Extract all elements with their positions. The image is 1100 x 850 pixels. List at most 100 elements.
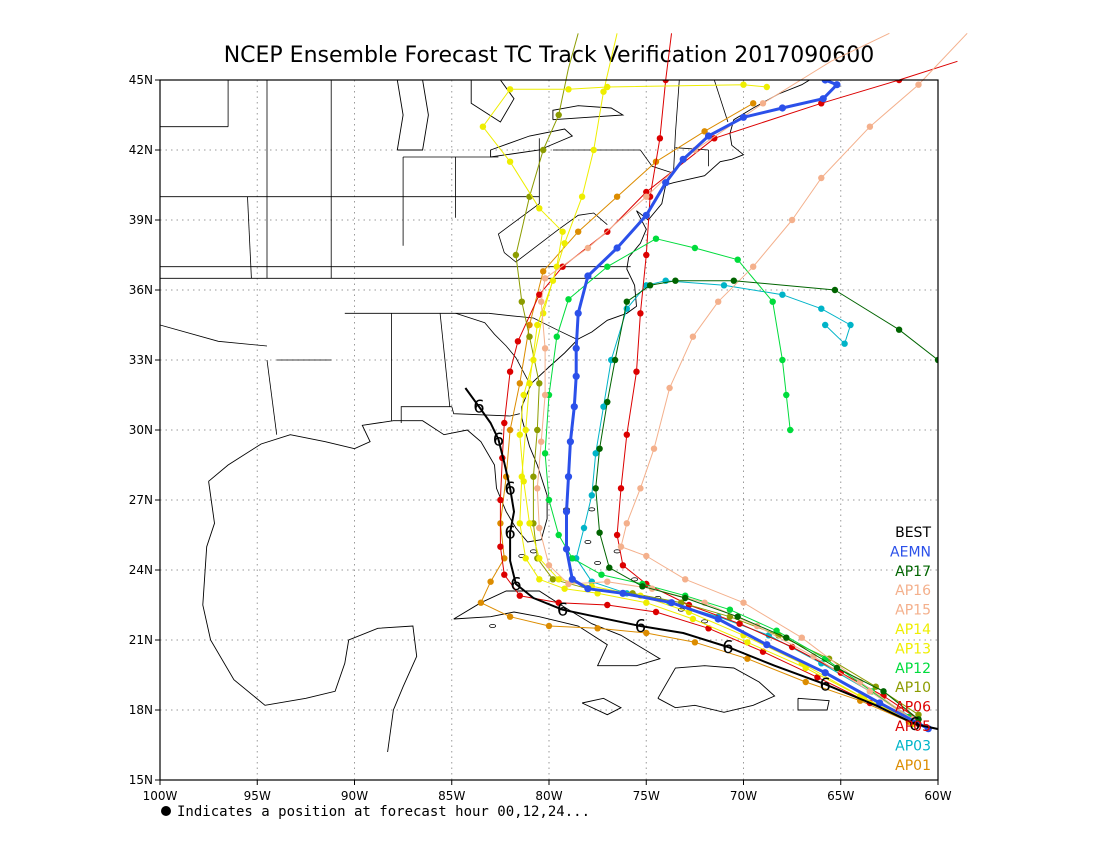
state-border <box>455 312 530 384</box>
track-position-dot <box>788 216 796 224</box>
track-line-ap17 <box>595 280 938 720</box>
lat-tick-label: 27N <box>129 493 153 507</box>
track-position-dot <box>614 30 620 36</box>
track-position-dot <box>679 155 687 163</box>
track-position-dot <box>526 380 533 387</box>
track-position-dot <box>821 669 829 677</box>
lat-tick-label: 39N <box>129 213 153 227</box>
track-position-dot <box>516 592 523 599</box>
track-position-dot <box>545 622 553 630</box>
track-position-dot <box>734 256 741 263</box>
track-position-dot <box>596 529 603 536</box>
island <box>701 619 708 624</box>
track-position-dot <box>514 338 522 345</box>
track-position-dot <box>643 251 650 259</box>
track-segment-outside <box>830 32 890 62</box>
track-position-dot <box>778 104 787 112</box>
track-position-dot <box>562 545 571 553</box>
track-position-dot <box>711 135 718 142</box>
track-position-dot <box>740 81 747 88</box>
track-position-dot <box>530 356 537 364</box>
track-position-dot <box>592 485 599 492</box>
track-position-dot <box>561 240 568 247</box>
footnote-dot-icon <box>161 806 171 816</box>
hurricane-symbol-icon: 6 <box>635 616 646 637</box>
track-position-dot <box>876 699 884 707</box>
track-position-dot <box>562 508 571 516</box>
track-position-dot <box>584 244 592 252</box>
coastline <box>470 80 515 123</box>
track-line-aemn <box>565 80 930 731</box>
hurricane-symbol-icon: 6 <box>473 397 484 418</box>
track-position-dot <box>819 95 827 103</box>
coastline <box>208 80 811 543</box>
track-position-dot <box>596 445 603 452</box>
track-position-dot <box>783 634 790 641</box>
track-position-dot <box>847 321 854 329</box>
track-position-dot <box>545 562 553 569</box>
track-position-dot <box>588 578 595 585</box>
track-position-dot <box>522 426 529 434</box>
track-position-dot <box>506 426 514 434</box>
track-position-dot <box>750 100 757 107</box>
hurricane-symbol-icon: 6 <box>819 674 830 695</box>
lat-tick-label: 15N <box>129 773 153 787</box>
track-position-dot <box>682 594 689 602</box>
track-position-dot <box>555 576 562 583</box>
island <box>594 561 602 566</box>
lon-tick-label: 85W <box>438 789 465 803</box>
track-position-dot <box>656 135 664 142</box>
track-position-dot <box>646 282 654 289</box>
track-position-dot <box>594 625 601 632</box>
track-position-dot <box>611 356 619 364</box>
hurricane-symbol-icon: 6 <box>722 637 733 658</box>
track-position-dot <box>534 321 541 329</box>
track-position-dot <box>497 543 504 550</box>
track-position-dot <box>536 205 543 212</box>
track-line-ap01 <box>480 102 909 723</box>
track-line-ap06 <box>616 80 919 720</box>
legend-entry-aemn: AEMN <box>890 544 931 560</box>
lon-tick-label: 80W <box>535 789 562 803</box>
track-position-dot <box>739 113 748 121</box>
track-position-dot <box>604 83 611 91</box>
track-position-dot <box>662 179 670 187</box>
coastline <box>552 105 625 121</box>
track-position-dot <box>541 450 549 457</box>
track-position-dot <box>726 606 734 613</box>
track-position-dot <box>759 100 767 107</box>
track-position-dot <box>545 496 553 504</box>
track-segment-outside <box>922 32 968 81</box>
track-position-dot <box>553 333 560 340</box>
track-ap03 <box>573 277 918 723</box>
lat-tick-label: 18N <box>129 703 153 717</box>
lon-tick-label: 75W <box>633 789 660 803</box>
hurricane-symbol-icon: 6 <box>557 600 568 621</box>
track-position-dot <box>613 244 621 252</box>
lon-tick-label: 60W <box>924 789 951 803</box>
track-aemn <box>562 80 932 733</box>
lon-tick-label: 90W <box>341 789 368 803</box>
track-position-dot <box>590 146 597 154</box>
state-border <box>160 324 268 347</box>
track-line-best <box>464 387 938 731</box>
track-position-dot <box>895 80 903 84</box>
island <box>677 607 685 612</box>
track-position-dot <box>606 564 613 571</box>
track-position-dot <box>497 496 504 504</box>
track-position-dot <box>736 620 743 627</box>
legend-entry-ap01: AP01 <box>895 758 931 774</box>
track-position-dot <box>619 562 627 569</box>
track-position-dot <box>518 298 525 305</box>
track-position-dot <box>637 485 644 492</box>
track-position-dot <box>584 272 592 280</box>
track-position-dot <box>572 372 580 380</box>
longitude-axis: 100W 95W 90W 85W 80W 75W 70W 65W 60W <box>143 780 952 803</box>
track-position-dot <box>689 333 697 340</box>
track-position-dot <box>642 211 650 219</box>
coastline <box>657 665 776 713</box>
track-position-dot <box>575 228 582 235</box>
track-position-dot <box>619 589 627 597</box>
track-position-dot <box>934 356 938 364</box>
state-border <box>713 80 729 123</box>
